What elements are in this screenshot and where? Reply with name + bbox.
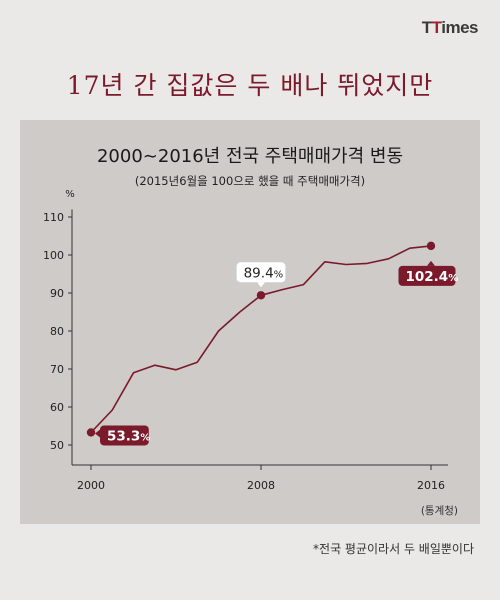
callout-pointer bbox=[95, 429, 100, 438]
y-tick-label: 70 bbox=[50, 363, 64, 376]
logo-prefix: T bbox=[421, 18, 432, 37]
chart-subtitle: (2015년6월을 100으로 했을 때 주택매매가격) bbox=[134, 174, 366, 188]
source-label: (통계청) bbox=[420, 505, 458, 517]
callout-box bbox=[236, 262, 286, 283]
y-tick-label: 90 bbox=[50, 287, 64, 300]
callout-value-label: 53.3% bbox=[107, 428, 150, 444]
logo-rest: imes bbox=[441, 18, 478, 37]
data-point-marker bbox=[256, 291, 266, 300]
y-axis-unit-label: % bbox=[65, 189, 75, 200]
y-tick-label: 60 bbox=[50, 401, 64, 414]
footnote: *전국 평균이라서 두 배일뿐이다 bbox=[313, 542, 474, 556]
y-tick-label: 100 bbox=[43, 249, 64, 262]
callout-value-label: 102.4% bbox=[406, 269, 459, 285]
callout-pointer bbox=[427, 260, 435, 266]
x-tick-label: 2008 bbox=[247, 479, 275, 492]
data-point-marker bbox=[426, 241, 436, 251]
headline: 17년 간 집값은 두 배나 뛰었지만 bbox=[66, 71, 434, 100]
callout-pointer bbox=[257, 282, 265, 288]
chart-panel bbox=[20, 120, 480, 524]
logo-accent: T bbox=[431, 18, 442, 37]
x-tick-label: 2016 bbox=[417, 479, 445, 492]
chart-title: 2000∼2016년 전국 주택매매가격 변동 bbox=[96, 146, 404, 167]
y-tick-label: 110 bbox=[43, 211, 64, 224]
callout-value-label: 89.4% bbox=[244, 265, 284, 281]
y-tick-label: 50 bbox=[50, 439, 64, 452]
callout-box bbox=[100, 425, 149, 446]
brand-logo: TTimes bbox=[421, 18, 479, 38]
callout-box bbox=[398, 265, 456, 286]
x-tick-label: 2000 bbox=[77, 479, 105, 492]
y-tick-label: 80 bbox=[50, 325, 64, 338]
data-point-marker bbox=[86, 428, 96, 437]
